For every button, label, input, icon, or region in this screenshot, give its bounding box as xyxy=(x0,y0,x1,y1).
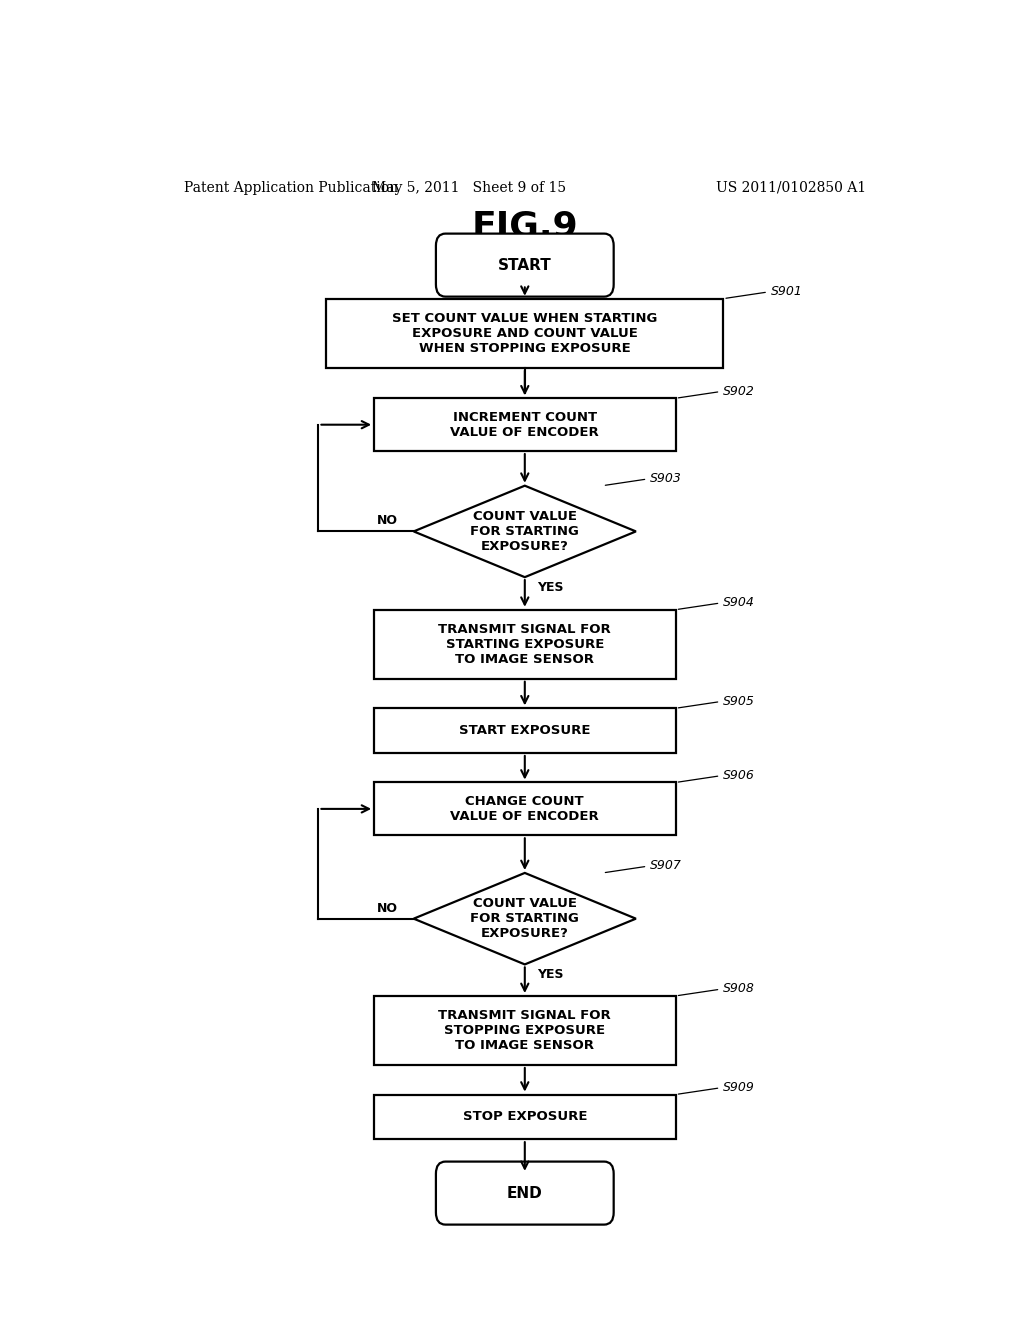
Text: FIG.9: FIG.9 xyxy=(471,210,579,243)
Text: S909: S909 xyxy=(678,1081,755,1094)
Bar xyxy=(327,298,723,368)
Text: CHANGE COUNT
VALUE OF ENCODER: CHANGE COUNT VALUE OF ENCODER xyxy=(451,795,599,822)
Text: COUNT VALUE
FOR STARTING
EXPOSURE?: COUNT VALUE FOR STARTING EXPOSURE? xyxy=(470,898,580,940)
Polygon shape xyxy=(414,486,636,577)
Text: S907: S907 xyxy=(605,859,682,873)
FancyBboxPatch shape xyxy=(436,1162,613,1225)
Text: S908: S908 xyxy=(678,982,755,995)
Text: END: END xyxy=(507,1185,543,1201)
Text: TRANSMIT SIGNAL FOR
STARTING EXPOSURE
TO IMAGE SENSOR: TRANSMIT SIGNAL FOR STARTING EXPOSURE TO… xyxy=(438,623,611,665)
Text: Patent Application Publication: Patent Application Publication xyxy=(183,181,397,195)
Text: S903: S903 xyxy=(605,473,682,486)
Text: INCREMENT COUNT
VALUE OF ENCODER: INCREMENT COUNT VALUE OF ENCODER xyxy=(451,411,599,438)
Text: YES: YES xyxy=(537,581,563,594)
Bar xyxy=(374,1094,676,1139)
Polygon shape xyxy=(414,873,636,965)
Bar xyxy=(374,399,676,451)
Bar xyxy=(374,783,676,836)
Text: S905: S905 xyxy=(678,694,755,708)
Text: STOP EXPOSURE: STOP EXPOSURE xyxy=(463,1110,587,1123)
Text: TRANSMIT SIGNAL FOR
STOPPING EXPOSURE
TO IMAGE SENSOR: TRANSMIT SIGNAL FOR STOPPING EXPOSURE TO… xyxy=(438,1008,611,1052)
Text: May 5, 2011   Sheet 9 of 15: May 5, 2011 Sheet 9 of 15 xyxy=(372,181,566,195)
Bar xyxy=(374,995,676,1065)
Text: S901: S901 xyxy=(726,285,803,298)
Text: NO: NO xyxy=(377,515,397,528)
Text: START: START xyxy=(498,257,552,273)
Text: NO: NO xyxy=(377,902,397,915)
Text: YES: YES xyxy=(537,969,563,982)
Bar xyxy=(374,709,676,752)
Text: S906: S906 xyxy=(678,768,755,781)
Text: US 2011/0102850 A1: US 2011/0102850 A1 xyxy=(716,181,866,195)
Text: SET COUNT VALUE WHEN STARTING
EXPOSURE AND COUNT VALUE
WHEN STOPPING EXPOSURE: SET COUNT VALUE WHEN STARTING EXPOSURE A… xyxy=(392,312,657,355)
FancyBboxPatch shape xyxy=(436,234,613,297)
Text: S902: S902 xyxy=(678,384,755,397)
Text: START EXPOSURE: START EXPOSURE xyxy=(459,725,591,737)
Text: S904: S904 xyxy=(678,597,755,610)
Text: COUNT VALUE
FOR STARTING
EXPOSURE?: COUNT VALUE FOR STARTING EXPOSURE? xyxy=(470,510,580,553)
Bar xyxy=(374,610,676,678)
